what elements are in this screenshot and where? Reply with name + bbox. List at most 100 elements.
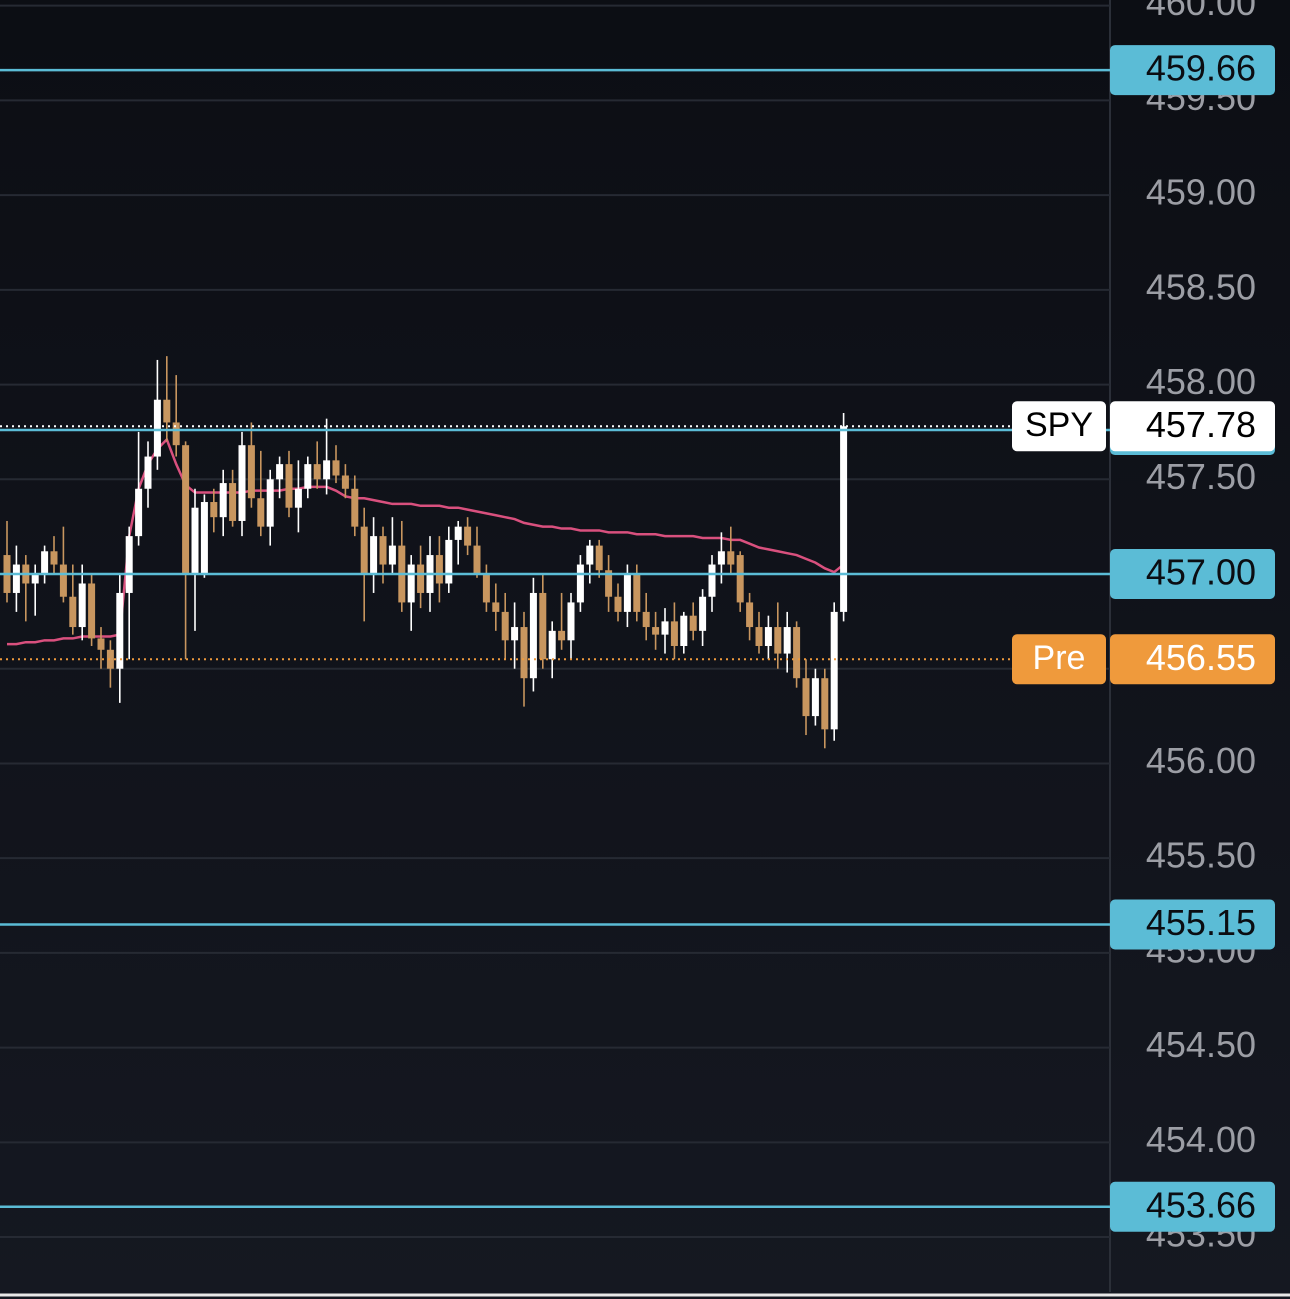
candle-body xyxy=(191,507,199,575)
candle-body xyxy=(473,545,481,575)
candle-body xyxy=(689,615,697,631)
level-label-box xyxy=(1110,45,1275,96)
candle-body xyxy=(576,564,584,603)
candle-body xyxy=(41,551,49,575)
marker-value-box xyxy=(1110,401,1275,452)
y-tick-label: 457.50 xyxy=(1146,456,1256,497)
candle-body xyxy=(313,464,321,480)
marker-name: Pre xyxy=(1033,639,1086,677)
candle-body xyxy=(633,574,641,612)
candle-body xyxy=(811,678,819,717)
candle-body xyxy=(294,488,302,508)
candle-body xyxy=(238,445,246,521)
candle-body xyxy=(172,422,180,446)
candle-body xyxy=(736,555,744,603)
candle-body xyxy=(182,445,190,575)
candle-body xyxy=(332,460,340,476)
marker-value: 457.78 xyxy=(1146,404,1256,445)
candle-body xyxy=(304,464,312,489)
candle-body xyxy=(116,592,124,669)
level-label: 453.66 xyxy=(1146,1184,1256,1225)
candle-body xyxy=(670,621,678,646)
candle-body xyxy=(69,596,77,628)
candle-body xyxy=(746,602,754,628)
candle-body xyxy=(106,649,114,669)
candle-body xyxy=(642,611,650,628)
candle-body xyxy=(464,526,472,546)
candle-body xyxy=(379,536,387,565)
candle-body xyxy=(558,630,566,641)
candle-body xyxy=(539,592,547,660)
candle-body xyxy=(341,475,349,489)
candle-body xyxy=(153,399,161,457)
level-label: 455.15 xyxy=(1146,902,1256,943)
y-tick-label: 454.00 xyxy=(1146,1119,1256,1160)
candle-body xyxy=(793,627,801,679)
candle-body xyxy=(520,627,528,679)
marker-name: SPY xyxy=(1025,406,1093,444)
candle-body xyxy=(285,464,293,508)
candle-body xyxy=(78,583,86,628)
candle-body xyxy=(210,502,218,518)
candle-body xyxy=(88,583,96,639)
candle-body xyxy=(623,574,631,612)
y-tick-label: 458.50 xyxy=(1146,266,1256,307)
candle-body xyxy=(511,627,519,641)
candle-body xyxy=(548,630,556,660)
candle-body xyxy=(323,460,331,480)
candle-body xyxy=(783,627,791,654)
candle-body xyxy=(661,621,669,635)
candle-body xyxy=(417,564,425,593)
level-label-box xyxy=(1110,899,1275,950)
y-tick-label: 456.00 xyxy=(1146,740,1256,781)
marker-value-box xyxy=(1110,634,1275,685)
candle-body xyxy=(774,627,782,654)
y-tick-label: 454.50 xyxy=(1146,1024,1256,1065)
level-label-box xyxy=(1110,1181,1275,1232)
candle-body xyxy=(31,574,39,584)
candle-body xyxy=(454,526,462,540)
candle-body xyxy=(680,615,688,646)
candle-body xyxy=(755,627,763,646)
candle-body xyxy=(351,488,359,527)
candle-body xyxy=(50,551,58,565)
candle-body xyxy=(276,464,284,480)
candle-body xyxy=(200,502,208,575)
candle-body xyxy=(501,611,509,641)
candle-body xyxy=(595,545,603,571)
candle-body xyxy=(144,456,152,489)
candle-body xyxy=(388,545,396,565)
candle-body xyxy=(257,498,265,527)
candle-body xyxy=(445,539,453,584)
candle-body xyxy=(529,592,537,679)
candle-body xyxy=(652,627,660,635)
candle-body xyxy=(219,483,227,518)
candle-body xyxy=(97,638,105,650)
level-label: 459.66 xyxy=(1146,48,1256,89)
candle-body xyxy=(266,479,274,527)
candle-body xyxy=(360,526,368,575)
candle-body xyxy=(135,488,143,537)
candle-body xyxy=(830,611,838,730)
candle-body xyxy=(764,627,772,646)
candle-body xyxy=(370,536,378,575)
y-tick-label: 458.00 xyxy=(1146,361,1256,402)
y-tick-label: 455.50 xyxy=(1146,835,1256,876)
candle-body xyxy=(821,678,829,730)
y-tick-label: 460.00 xyxy=(1146,0,1256,23)
marker-value: 456.55 xyxy=(1146,637,1256,678)
candle-body xyxy=(247,445,255,499)
candle-body xyxy=(12,564,20,593)
candle-body xyxy=(699,596,707,631)
candle-body xyxy=(802,678,810,717)
y-tick-label: 459.00 xyxy=(1146,172,1256,213)
candle-body xyxy=(59,564,67,597)
candle-body xyxy=(163,399,171,423)
candle-body xyxy=(567,602,575,641)
candle-body xyxy=(727,551,735,565)
marker-name-box xyxy=(1012,401,1106,452)
candle-body xyxy=(435,555,443,584)
candle-body xyxy=(708,564,716,597)
